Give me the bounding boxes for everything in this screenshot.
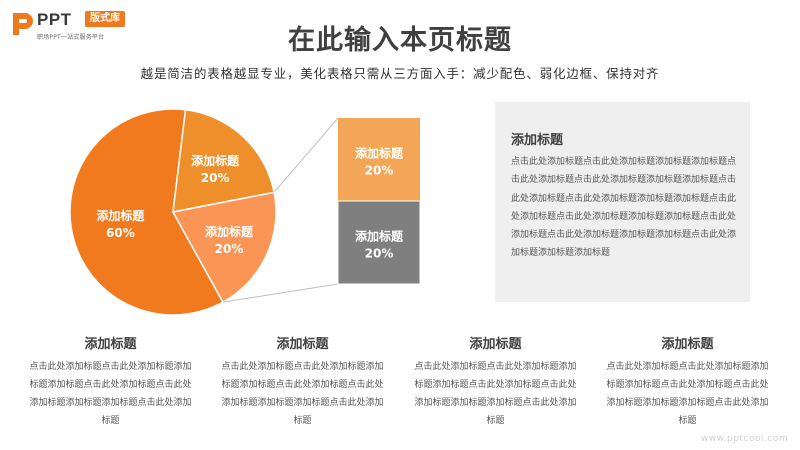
breakdown-bar-label: 添加标题 <box>355 146 404 161</box>
info-column-body: 点击此处添加标题点击此处添加标题添加标题添加标题点击此处添加标题点击此处添加标题… <box>606 362 769 426</box>
pie-slice-label: 添加标题 <box>205 224 254 239</box>
connector-line <box>222 283 339 303</box>
info-column: 添加标题 点击此处添加标题点击此处添加标题添加标题添加标题点击此处添加标题点击此… <box>220 333 385 430</box>
ppt-logo-icon <box>13 13 33 35</box>
breakdown-bar-value: 20% <box>365 164 394 178</box>
breakdown-bar-label: 添加标题 <box>355 229 404 244</box>
breakdown-bar-segment <box>338 118 420 201</box>
breakdown-bar-segment <box>337 200 421 285</box>
description-body: 点击此处添加标题点击此处添加标题添加标题添加标题点击此处添加标题点击此处添加标题… <box>511 157 737 259</box>
pie-slice-label: 添加标题 <box>96 208 145 223</box>
info-column-title: 添加标题 <box>661 337 714 352</box>
brand-name: PPT <box>37 10 72 29</box>
brand-tagline: 职场PPT一站式服务平台 <box>37 34 105 41</box>
connector-line <box>273 117 339 193</box>
pie-slice <box>171 191 277 304</box>
info-column-title: 添加标题 <box>276 337 329 352</box>
pie-slice-value: 20% <box>201 171 230 185</box>
pie-slice-value: 60% <box>106 226 135 240</box>
page-title: 在此输入本页标题 <box>288 25 512 56</box>
pie-slice <box>69 108 224 316</box>
pie-slice-value: 20% <box>215 242 244 256</box>
breakdown-bar-value: 20% <box>365 247 394 261</box>
info-column-body: 点击此处添加标题点击此处添加标题添加标题添加标题点击此处添加标题点击此处添加标题… <box>221 362 384 426</box>
info-column: 添加标题 点击此处添加标题点击此处添加标题添加标题添加标题点击此处添加标题点击此… <box>28 333 193 430</box>
description-panel: 添加标题 点击此处添加标题点击此处添加标题添加标题添加标题点击此处添加标题点击此… <box>495 102 750 302</box>
pie-slice-label: 添加标题 <box>191 153 240 168</box>
info-column: 添加标题 点击此处添加标题点击此处添加标题添加标题添加标题点击此处添加标题点击此… <box>605 333 770 430</box>
info-column-title: 添加标题 <box>469 337 522 352</box>
info-column-body: 点击此处添加标题点击此处添加标题添加标题添加标题点击此处添加标题点击此处添加标题… <box>29 362 192 426</box>
brand-badge: 版式库 <box>85 11 125 27</box>
brand-logo: PPT 版式库 职场PPT一站式服务平台 <box>10 9 170 41</box>
info-column-title: 添加标题 <box>84 337 137 352</box>
info-column: 添加标题 点击此处添加标题点击此处添加标题添加标题添加标题点击此处添加标题点击此… <box>413 333 578 430</box>
info-column-body: 点击此处添加标题点击此处添加标题添加标题添加标题点击此处添加标题点击此处添加标题… <box>414 362 577 426</box>
pie-slice <box>172 108 275 213</box>
description-title: 添加标题 <box>511 133 564 148</box>
page-subtitle: 越是简洁的表格越显专业，美化表格只需从三方面入手：减少配色、弱化边框、保持对齐 <box>140 66 660 81</box>
watermark: www.pptcool.com <box>700 434 788 444</box>
